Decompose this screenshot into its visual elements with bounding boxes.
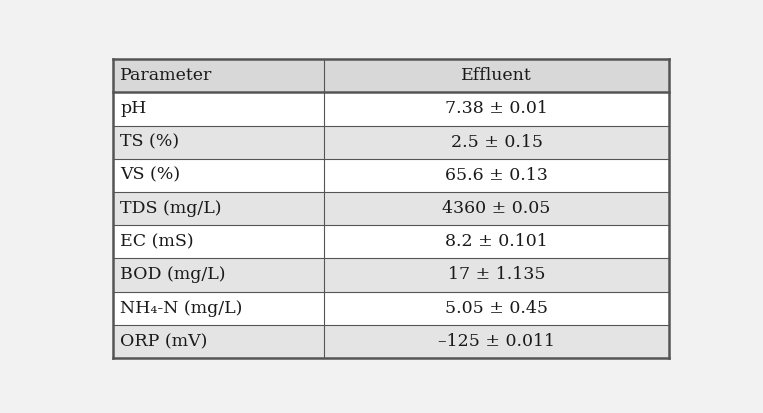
Text: 17 ± 1.135: 17 ± 1.135 — [448, 266, 546, 283]
Text: 8.2 ± 0.101: 8.2 ± 0.101 — [446, 233, 548, 250]
Text: 5.05 ± 0.45: 5.05 ± 0.45 — [445, 300, 548, 317]
Bar — [113, 126, 669, 159]
Text: ORP (mV): ORP (mV) — [121, 333, 208, 350]
Text: TS (%): TS (%) — [121, 134, 179, 151]
Text: –125 ± 0.011: –125 ± 0.011 — [438, 333, 555, 350]
Bar — [113, 159, 669, 192]
Text: VS (%): VS (%) — [121, 167, 180, 184]
Bar — [113, 292, 669, 325]
Text: 2.5 ± 0.15: 2.5 ± 0.15 — [451, 134, 542, 151]
Text: EC (mS): EC (mS) — [121, 233, 194, 250]
Bar — [113, 59, 669, 93]
Text: pH: pH — [121, 100, 146, 117]
Text: BOD (mg/L): BOD (mg/L) — [121, 266, 226, 283]
Bar — [113, 259, 669, 292]
Text: 7.38 ± 0.01: 7.38 ± 0.01 — [446, 100, 548, 117]
Text: Effluent: Effluent — [462, 67, 532, 84]
Text: Parameter: Parameter — [121, 67, 213, 84]
Bar — [113, 325, 669, 358]
Text: TDS (mg/L): TDS (mg/L) — [121, 200, 222, 217]
Bar — [113, 225, 669, 259]
Text: 65.6 ± 0.13: 65.6 ± 0.13 — [446, 167, 548, 184]
Bar — [113, 93, 669, 126]
Bar — [113, 192, 669, 225]
Text: 4360 ± 0.05: 4360 ± 0.05 — [443, 200, 551, 217]
Text: NH₄-N (mg/L): NH₄-N (mg/L) — [121, 300, 243, 317]
